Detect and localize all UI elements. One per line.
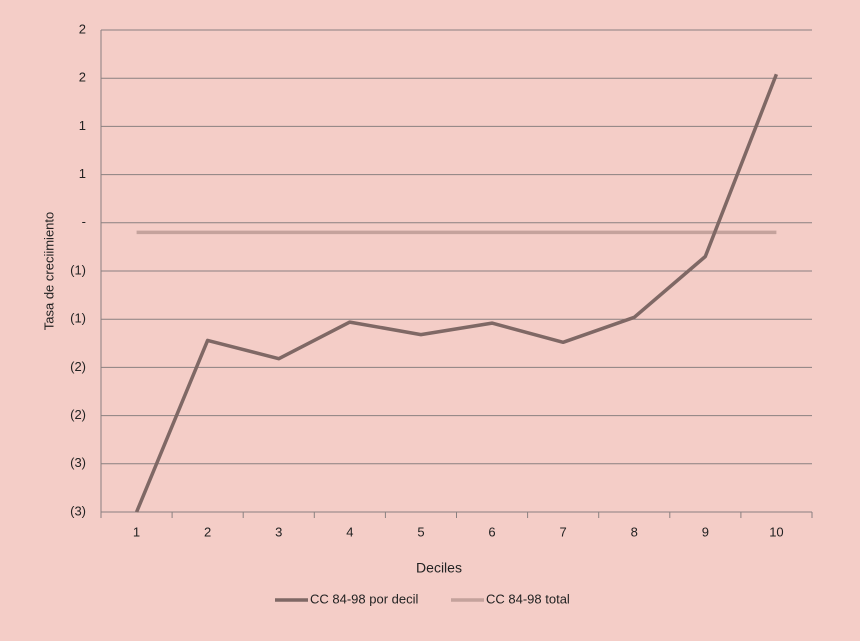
y-tick-label: (2): [70, 359, 86, 374]
y-tick-label: 1: [79, 166, 86, 181]
x-tick-label: 8: [631, 524, 638, 539]
y-tick-label: 2: [79, 70, 86, 85]
x-axis-title: Deciles: [416, 560, 462, 576]
y-tick-label: (2): [70, 407, 86, 422]
x-tick-label: 7: [560, 524, 567, 539]
x-tick-label: 3: [275, 524, 282, 539]
x-tick-label: 4: [346, 524, 353, 539]
y-tick-label: (3): [70, 503, 86, 518]
y-tick-label: 1: [79, 118, 86, 133]
x-tick-label: 2: [204, 524, 211, 539]
legend-label: CC 84-98 total: [486, 591, 570, 606]
x-tick-label: 10: [769, 524, 783, 539]
y-tick-label: 2: [79, 21, 86, 36]
x-tick-label: 1: [133, 524, 140, 539]
y-axis-title: Tasa de creciimiento: [41, 212, 56, 331]
x-tick-label: 9: [702, 524, 709, 539]
y-tick-label: (1): [70, 262, 86, 277]
y-tick-label: -: [82, 214, 86, 229]
x-tick-label: 6: [488, 524, 495, 539]
y-tick-label: (3): [70, 455, 86, 470]
legend-label: CC 84-98 por decil: [310, 591, 418, 606]
x-tick-label: 5: [417, 524, 424, 539]
series-line: [134, 73, 779, 513]
y-tick-label: (1): [70, 311, 86, 326]
